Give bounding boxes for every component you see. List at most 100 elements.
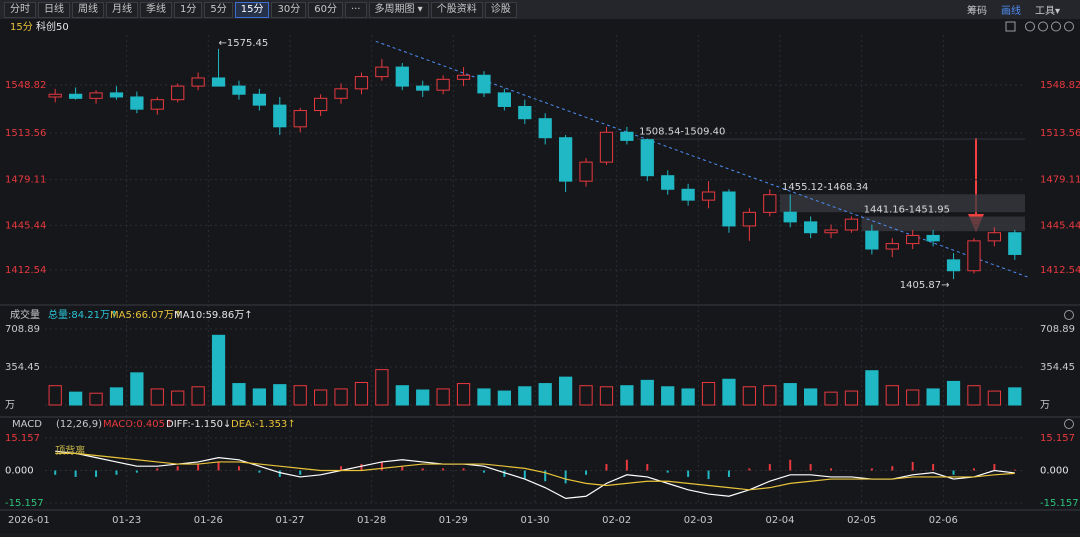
volume-bar bbox=[640, 379, 654, 406]
candle-body bbox=[416, 85, 430, 91]
macd-line bbox=[55, 452, 1015, 491]
indicator: MA5:66.07万↑ bbox=[110, 310, 182, 321]
volume-bar bbox=[150, 388, 164, 406]
toolbar-button[interactable]: 1分 bbox=[174, 1, 203, 18]
volume-bar bbox=[620, 385, 634, 406]
y-tick-label: 万 bbox=[5, 400, 15, 411]
candle-body bbox=[252, 93, 266, 106]
candle-body bbox=[436, 78, 450, 91]
volume-bar bbox=[130, 372, 144, 406]
toolbar-button[interactable]: 个股资料 bbox=[430, 1, 483, 18]
x-tick-label: 01-28 bbox=[357, 515, 386, 526]
y-tick-label: 0.000 bbox=[5, 466, 34, 477]
toolbar-button[interactable]: 日线 bbox=[38, 1, 70, 18]
volume-bar bbox=[273, 384, 287, 406]
panel-title: 成交量 bbox=[10, 308, 40, 321]
volume-bar bbox=[518, 386, 532, 406]
annotation: 顶背离 bbox=[55, 444, 85, 457]
volume-bar bbox=[436, 388, 450, 406]
toolbar-button[interactable]: 画线 bbox=[1000, 6, 1021, 17]
volume-bar bbox=[844, 390, 859, 406]
volume-bar bbox=[293, 385, 307, 406]
volume-bar bbox=[559, 376, 573, 406]
volume-bar bbox=[211, 334, 226, 406]
volume-bar bbox=[477, 388, 491, 406]
y-tick-label: 15.157 bbox=[5, 433, 40, 444]
volume-bar bbox=[661, 386, 675, 406]
toolbar-button[interactable]: 15分 bbox=[234, 1, 270, 18]
toolbar-button[interactable]: ··· bbox=[344, 1, 367, 18]
indicator: DIFF:-1.150↓ bbox=[166, 419, 231, 430]
candle-body bbox=[150, 99, 164, 110]
toolbar-button[interactable]: 周线 bbox=[72, 1, 104, 18]
volume-bar bbox=[906, 389, 920, 406]
candle-body bbox=[518, 105, 532, 120]
candle-body bbox=[946, 259, 961, 272]
toolbar-button[interactable]: 诊股 bbox=[484, 1, 517, 18]
indicator: MA10:59.86万↑ bbox=[174, 310, 253, 321]
toolbar-button[interactable]: 60分 bbox=[308, 1, 343, 18]
volume-bar bbox=[171, 390, 185, 406]
candle-body bbox=[456, 74, 471, 80]
candle-body bbox=[579, 161, 593, 182]
volume-bar bbox=[252, 388, 266, 406]
volume-bar bbox=[497, 390, 511, 406]
volume-bar bbox=[232, 383, 246, 406]
background bbox=[0, 19, 1080, 533]
toolbar-button[interactable]: 多周期图 ▾ bbox=[368, 1, 429, 18]
volume-bar bbox=[681, 388, 695, 406]
toolbar-button[interactable]: 工具▾ bbox=[1034, 6, 1060, 17]
candle-body bbox=[109, 92, 124, 98]
candle-body bbox=[191, 77, 205, 87]
candle-body bbox=[620, 131, 634, 141]
volume-bar bbox=[579, 385, 593, 406]
x-tick-label: 01-29 bbox=[439, 515, 468, 526]
candle-body bbox=[395, 66, 409, 87]
toolbar-button[interactable]: 筹码 bbox=[966, 6, 987, 17]
candle-body bbox=[844, 218, 859, 231]
candle-body bbox=[314, 97, 328, 112]
candle-body bbox=[783, 211, 797, 223]
volume-bar bbox=[314, 389, 328, 406]
volume-bar bbox=[763, 385, 777, 406]
panel-title: MACD bbox=[12, 419, 42, 430]
x-tick-label: 02-06 bbox=[929, 515, 958, 526]
toolbar-button[interactable]: 季线 bbox=[140, 1, 172, 18]
y-tick-label: 1479.11 bbox=[1040, 175, 1080, 186]
candle-body bbox=[293, 110, 307, 128]
candle-body bbox=[926, 234, 940, 242]
volume-bar bbox=[395, 385, 409, 406]
y-tick-label: -15.157 bbox=[5, 498, 44, 509]
toolbar-button[interactable]: 30分 bbox=[271, 1, 307, 18]
x-tick-label: 02-02 bbox=[602, 515, 631, 526]
toolbar-button[interactable]: 5分 bbox=[204, 1, 233, 18]
toolbar-button[interactable]: 分时 bbox=[4, 1, 36, 18]
candle-body bbox=[375, 66, 389, 78]
volume-bar bbox=[109, 387, 124, 406]
candle-body bbox=[497, 92, 511, 107]
volume-bar bbox=[89, 392, 103, 406]
toolbar: 分时 日线 周线 月线 季线 1分 5分 15分 30分 60分 ··· 多周期图 ▾ 个股资料 诊股 bbox=[0, 0, 1080, 19]
price-zone bbox=[637, 138, 1025, 140]
candle-body bbox=[232, 85, 246, 95]
y-tick-label: 1412.54 bbox=[5, 265, 46, 276]
candle-body bbox=[354, 76, 369, 90]
y-tick-label: 1548.82 bbox=[5, 80, 46, 91]
volume-bar bbox=[722, 378, 736, 406]
candle-body bbox=[987, 232, 1001, 242]
volume-bar bbox=[742, 386, 756, 406]
candle-body bbox=[865, 230, 879, 250]
volume-bar bbox=[354, 381, 369, 406]
y-tick-label: 1513.56 bbox=[5, 128, 46, 139]
volume-bar bbox=[375, 369, 389, 406]
indicator: MACD:0.405↑ bbox=[103, 419, 173, 430]
candle-body bbox=[804, 221, 818, 234]
candle-body bbox=[681, 188, 695, 201]
candle-body bbox=[967, 240, 981, 272]
y-tick-label: 万 bbox=[1040, 400, 1050, 411]
y-tick-label: 0.000 bbox=[1040, 466, 1069, 477]
toolbar-button[interactable]: 月线 bbox=[106, 1, 138, 18]
candle-body bbox=[477, 74, 491, 94]
volume-bar bbox=[783, 383, 797, 406]
annotation: ←1575.45 bbox=[219, 38, 269, 49]
